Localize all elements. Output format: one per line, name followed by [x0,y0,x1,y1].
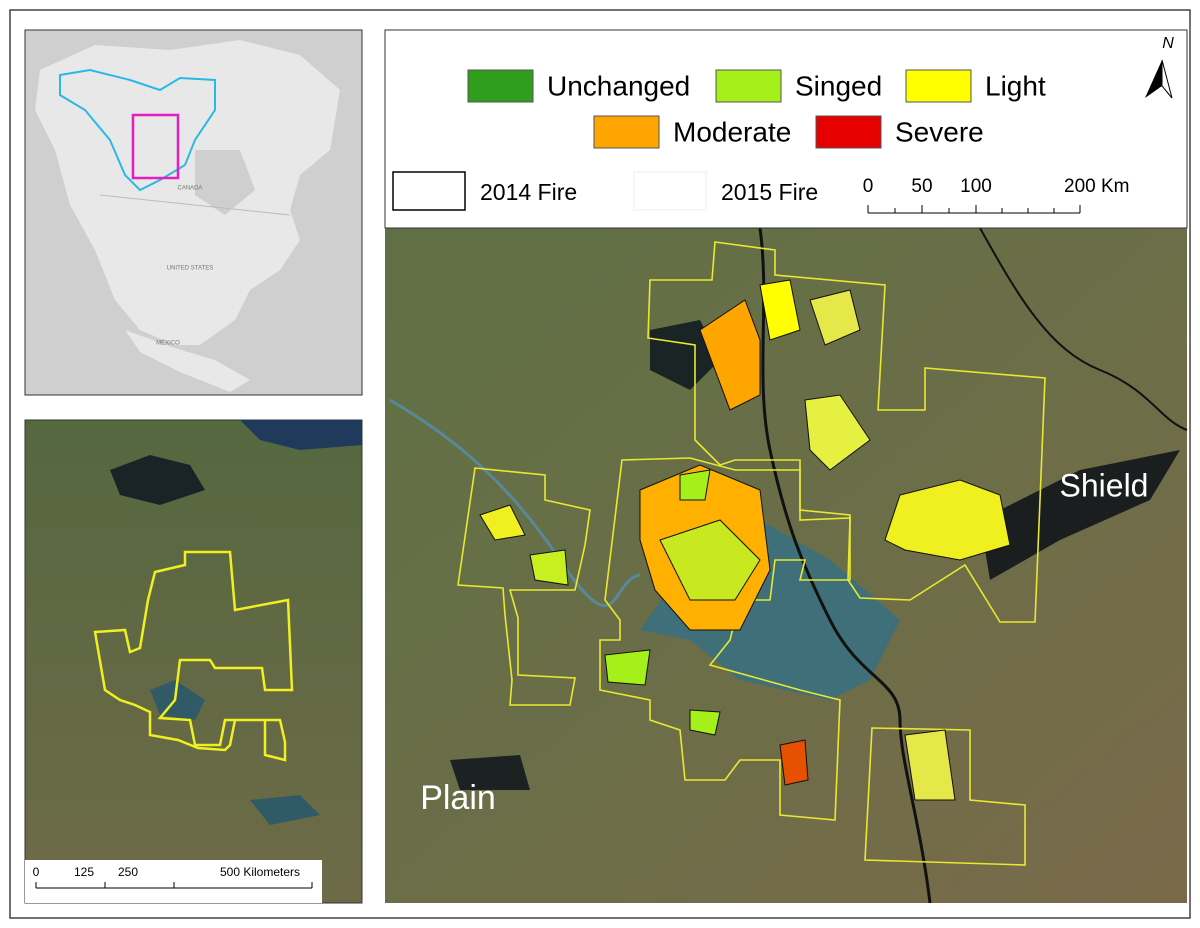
legend-label: Moderate [673,116,791,147]
legend-swatch [715,69,782,103]
legend-label: Light [985,70,1046,101]
legend-label: Unchanged [547,70,690,101]
legend-swatch [633,171,707,211]
legend-label: Singed [795,70,882,101]
legend-label: Severe [895,116,984,147]
main-map: Shield Plain [385,227,1188,904]
inset-label: CANADA [177,186,202,192]
locator-map: CANADA UNITED STATES MÉXICO [24,29,363,396]
north-arrow-label: N [1162,35,1174,52]
legend: 0 50 100 200 Km N Unchanged Singed Light Mo… [384,29,1188,229]
scale-label: 125 [74,865,94,879]
legend-label: 2014 Fire [480,179,577,205]
legend-swatch [593,115,660,149]
scale-label: 0 [863,176,874,197]
scale-label: 200 Km [1064,176,1129,197]
legend-swatch [905,69,972,103]
legend-swatch [392,171,466,211]
region-label: Shield [1060,467,1149,503]
scale-label: 0 [33,865,40,879]
scale-label: 50 [911,176,932,197]
scale-label: 100 [960,176,992,197]
region-label: Plain [420,779,496,817]
scale-label: 250 [118,865,138,879]
legend-label: 2015 Fire [721,179,818,205]
legend-swatch [467,69,534,103]
inset-label: MÉXICO [156,340,180,347]
overview-map: 0 125 250 500 Kilometers [24,419,363,904]
legend-swatch [815,115,882,149]
inset-label: UNITED STATES [167,266,213,272]
scale-label: 500 Kilometers [220,865,300,879]
